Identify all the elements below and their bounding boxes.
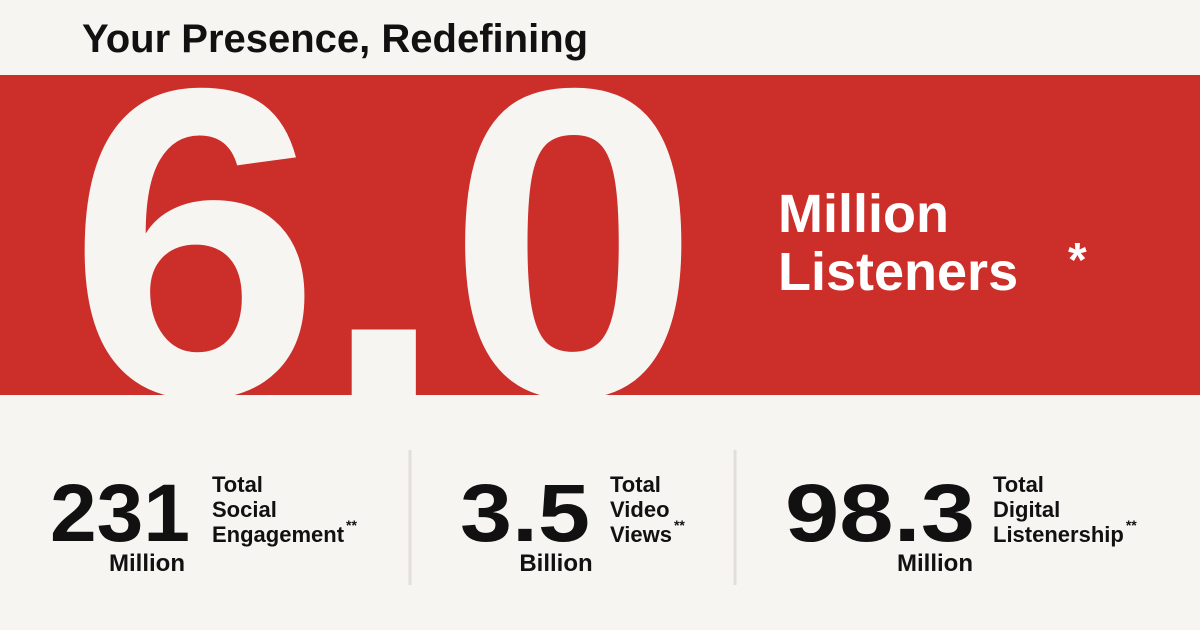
stat-label: Views <box>610 522 672 547</box>
title: Your Presence, Redefining <box>82 17 588 61</box>
stat-label: Total <box>610 472 661 497</box>
stat-label: Video <box>610 497 670 522</box>
stat-number: 231 <box>50 468 190 559</box>
stat-label: Engagement <box>212 522 345 547</box>
stat-unit: Million <box>109 550 185 577</box>
stat-label: Social <box>212 497 277 522</box>
stat-unit: Billion <box>519 550 592 577</box>
hero-number: 6.0 <box>68 0 700 489</box>
stat-marker: ** <box>1126 517 1137 533</box>
stat-number: 98.3 <box>785 468 975 559</box>
hero-unit: Listeners <box>778 242 1018 302</box>
stat-label: Listenership <box>993 522 1124 547</box>
red-band <box>0 75 1200 395</box>
hero-marker: * <box>1068 234 1087 287</box>
stat-label: Total <box>993 472 1044 497</box>
stat-marker: ** <box>674 517 685 533</box>
stat-label: Digital <box>993 497 1060 522</box>
stat-unit: Million <box>897 550 973 577</box>
stat-number: 3.5 <box>460 468 590 559</box>
stat-marker: ** <box>346 517 357 533</box>
hero-unit: Million <box>778 184 949 244</box>
stat-label: Total <box>212 472 263 497</box>
